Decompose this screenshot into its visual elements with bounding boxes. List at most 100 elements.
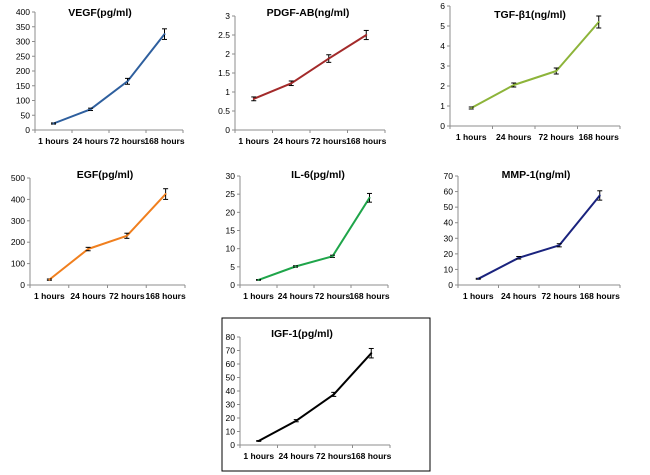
y-tick-label: 10 bbox=[444, 264, 454, 274]
x-tick-label: 168 hours bbox=[579, 132, 619, 142]
x-tick-label: 168 hours bbox=[351, 451, 391, 461]
data-point bbox=[327, 57, 330, 60]
y-tick-label: 500 bbox=[11, 173, 25, 183]
chart-title: IL-6(pg/ml) bbox=[291, 169, 345, 181]
x-tick-label: 1 hours bbox=[243, 291, 274, 301]
y-tick-label: 5 bbox=[230, 262, 235, 272]
chart-panel: IGF-1(pg/ml) 0 10 20 30 40 50 60 70 80 1 hours 24 h… bbox=[221, 317, 431, 472]
y-tick-label: 350 bbox=[16, 22, 30, 32]
y-tick-label: 0 bbox=[448, 280, 453, 290]
chart-title: EGF(pg/ml) bbox=[77, 169, 134, 181]
x-tick-label: 72 hours bbox=[110, 136, 146, 146]
chart-title: MMP-1(ng/ml) bbox=[502, 169, 571, 181]
chart-title: VEGF(pg/ml) bbox=[68, 7, 132, 19]
x-tick-label: 72 hours bbox=[316, 451, 352, 461]
data-point bbox=[290, 82, 293, 85]
chart-title: IGF-1(pg/ml) bbox=[271, 328, 333, 340]
y-tick-label: 0 bbox=[440, 121, 445, 131]
y-tick-label: 0 bbox=[230, 440, 235, 450]
x-tick-label: 24 hours bbox=[501, 291, 537, 301]
data-point bbox=[517, 256, 520, 259]
y-tick-label: 30 bbox=[226, 400, 236, 410]
y-tick-label: 1 bbox=[440, 101, 445, 111]
x-tick-label: 72 hours bbox=[311, 136, 347, 146]
y-tick-label: 70 bbox=[444, 171, 454, 181]
chart-panel: TGF-β1(ng/ml) 0 1 2 3 4 5 6 1 hours 24 hours 72 ho… bbox=[440, 1, 621, 142]
series-line bbox=[477, 194, 601, 280]
y-tick-label: 200 bbox=[16, 66, 30, 76]
y-tick-label: 300 bbox=[16, 37, 30, 47]
x-tick-label: 24 hours bbox=[496, 132, 532, 142]
data-point bbox=[48, 278, 51, 281]
x-tick-label: 1 hours bbox=[456, 132, 487, 142]
data-point bbox=[163, 33, 166, 36]
y-tick-label: 50 bbox=[21, 110, 31, 120]
chart-panel: PDGF-AB(ng/ml) 0 0.5 1 1.5 2 2.5 3 1 hours 24 hou… bbox=[218, 7, 386, 146]
series-line bbox=[258, 352, 373, 442]
y-tick-label: 2 bbox=[440, 81, 445, 91]
series-line bbox=[53, 33, 166, 125]
y-tick-label: 400 bbox=[16, 7, 30, 17]
data-point bbox=[52, 122, 55, 125]
data-point bbox=[125, 234, 128, 237]
y-tick-label: 40 bbox=[226, 386, 236, 396]
data-point bbox=[331, 255, 334, 258]
chart-title: PDGF-AB(ng/ml) bbox=[267, 7, 350, 19]
y-tick-label: 200 bbox=[11, 237, 25, 247]
y-tick-label: 3 bbox=[440, 61, 445, 71]
data-point bbox=[470, 107, 473, 109]
y-tick-label: 50 bbox=[226, 373, 236, 383]
data-point bbox=[295, 419, 298, 422]
y-tick-label: 0 bbox=[225, 125, 230, 135]
data-point bbox=[368, 196, 371, 199]
data-point bbox=[512, 84, 515, 86]
y-tick-label: 1.5 bbox=[218, 68, 230, 78]
y-tick-label: 100 bbox=[11, 259, 25, 269]
y-tick-label: 25 bbox=[226, 189, 236, 199]
y-tick-label: 250 bbox=[16, 51, 30, 61]
series-line bbox=[258, 197, 371, 281]
data-point bbox=[164, 193, 167, 196]
series-line bbox=[48, 193, 167, 281]
y-tick-label: 70 bbox=[226, 346, 236, 356]
data-point bbox=[365, 34, 368, 36]
x-tick-label: 24 hours bbox=[70, 291, 106, 301]
x-tick-label: 72 hours bbox=[542, 291, 578, 301]
x-tick-label: 24 hours bbox=[278, 291, 314, 301]
y-tick-label: 300 bbox=[11, 216, 25, 226]
data-point bbox=[597, 21, 600, 23]
chart-panel: VEGF(pg/ml) 0 50 100 150 200 250 300 350 400 1 hou… bbox=[16, 7, 185, 146]
y-tick-label: 6 bbox=[440, 1, 445, 11]
data-point bbox=[558, 244, 561, 247]
x-tick-label: 72 hours bbox=[315, 291, 351, 301]
x-tick-label: 168 hours bbox=[580, 291, 620, 301]
y-tick-label: 2 bbox=[225, 49, 230, 59]
chart-title: TGF-β1(ng/ml) bbox=[494, 9, 566, 21]
chart-panel: MMP-1(ng/ml) 0 10 20 30 40 50 60 70 1 hours 24 hou… bbox=[444, 169, 621, 301]
y-tick-label: 0 bbox=[230, 280, 235, 290]
y-tick-label: 80 bbox=[226, 332, 236, 342]
x-tick-label: 1 hours bbox=[34, 291, 65, 301]
data-point bbox=[257, 439, 260, 442]
data-point bbox=[555, 70, 558, 72]
x-tick-label: 1 hours bbox=[463, 291, 494, 301]
data-point bbox=[370, 352, 373, 355]
y-tick-label: 0 bbox=[25, 125, 30, 135]
y-tick-label: 10 bbox=[226, 244, 236, 254]
y-tick-label: 10 bbox=[226, 427, 236, 437]
data-point bbox=[87, 248, 90, 251]
x-tick-label: 168 hours bbox=[144, 136, 184, 146]
x-tick-label: 168 hours bbox=[146, 291, 186, 301]
x-tick-label: 168 hours bbox=[346, 136, 386, 146]
x-tick-label: 72 hours bbox=[109, 291, 145, 301]
y-tick-label: 150 bbox=[16, 81, 30, 91]
data-point bbox=[477, 277, 480, 280]
y-tick-label: 400 bbox=[11, 194, 25, 204]
chart-panel: IL-6(pg/ml) 0 5 10 15 20 25 30 1 hours 24 hours 72… bbox=[226, 169, 390, 301]
chart-border bbox=[221, 317, 431, 472]
y-tick-label: 1 bbox=[225, 87, 230, 97]
data-point bbox=[332, 393, 335, 396]
y-tick-label: 40 bbox=[444, 218, 454, 228]
y-tick-label: 50 bbox=[444, 202, 454, 212]
